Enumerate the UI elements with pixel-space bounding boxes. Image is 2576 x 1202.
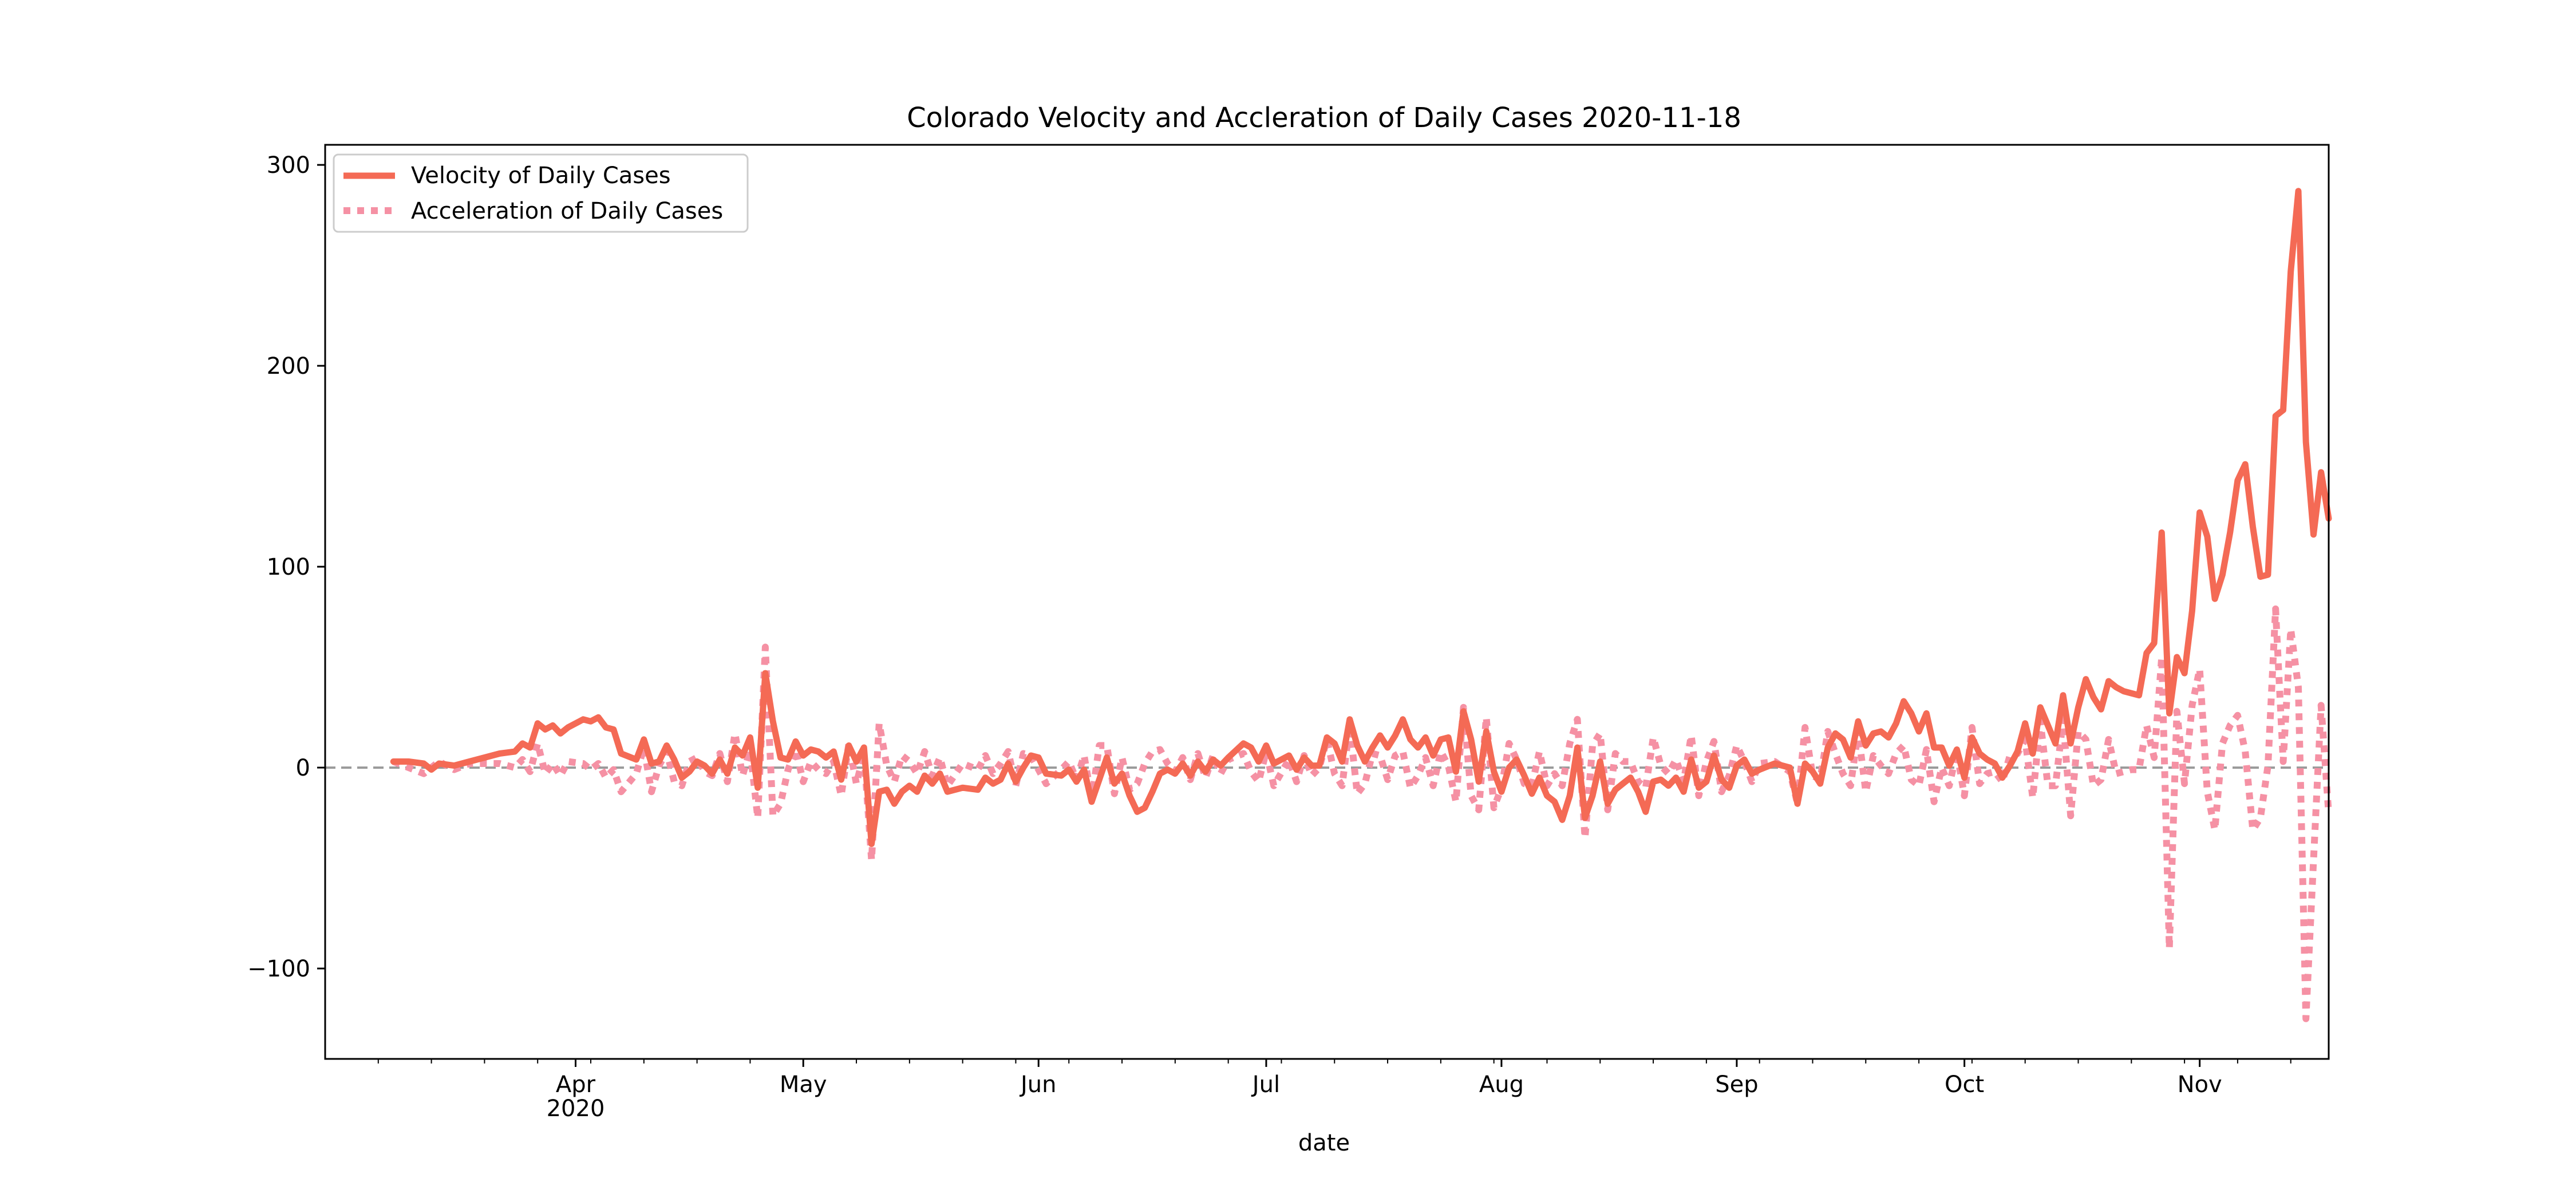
plot-area [325, 188, 2332, 1022]
x-tick-label: Oct [1945, 1071, 1984, 1098]
x-tick-sublabel: 2020 [547, 1096, 605, 1122]
x-tick-label: Jul [1251, 1071, 1280, 1098]
series-line-velocity [390, 188, 2332, 847]
y-tick-label: 100 [267, 554, 310, 580]
x-tick-label: Nov [2178, 1071, 2222, 1098]
legend-label-acceleration: Acceleration of Daily Cases [411, 198, 723, 224]
x-tick-label: Aug [1479, 1071, 1524, 1098]
x-tick-label: Apr [556, 1071, 596, 1098]
legend: Velocity of Daily Cases Acceleration of … [333, 153, 749, 233]
y-tick-label: 200 [267, 353, 310, 379]
y-tick-label: 0 [296, 755, 310, 781]
plot-frame [324, 144, 2330, 1060]
y-tick-label: 300 [267, 152, 310, 179]
chart-title: Colorado Velocity and Accleration of Dai… [907, 102, 1741, 134]
legend-label-velocity: Velocity of Daily Cases [411, 163, 671, 189]
x-tick-label: Jun [1019, 1071, 1057, 1098]
y-tick-label: −100 [247, 956, 310, 982]
x-tick-label: Sep [1715, 1071, 1758, 1098]
legend-box [333, 153, 749, 233]
series-line-acceleration [392, 605, 2332, 1022]
x-axis-label: date [1298, 1130, 1350, 1156]
x-tick-label: May [780, 1071, 827, 1098]
